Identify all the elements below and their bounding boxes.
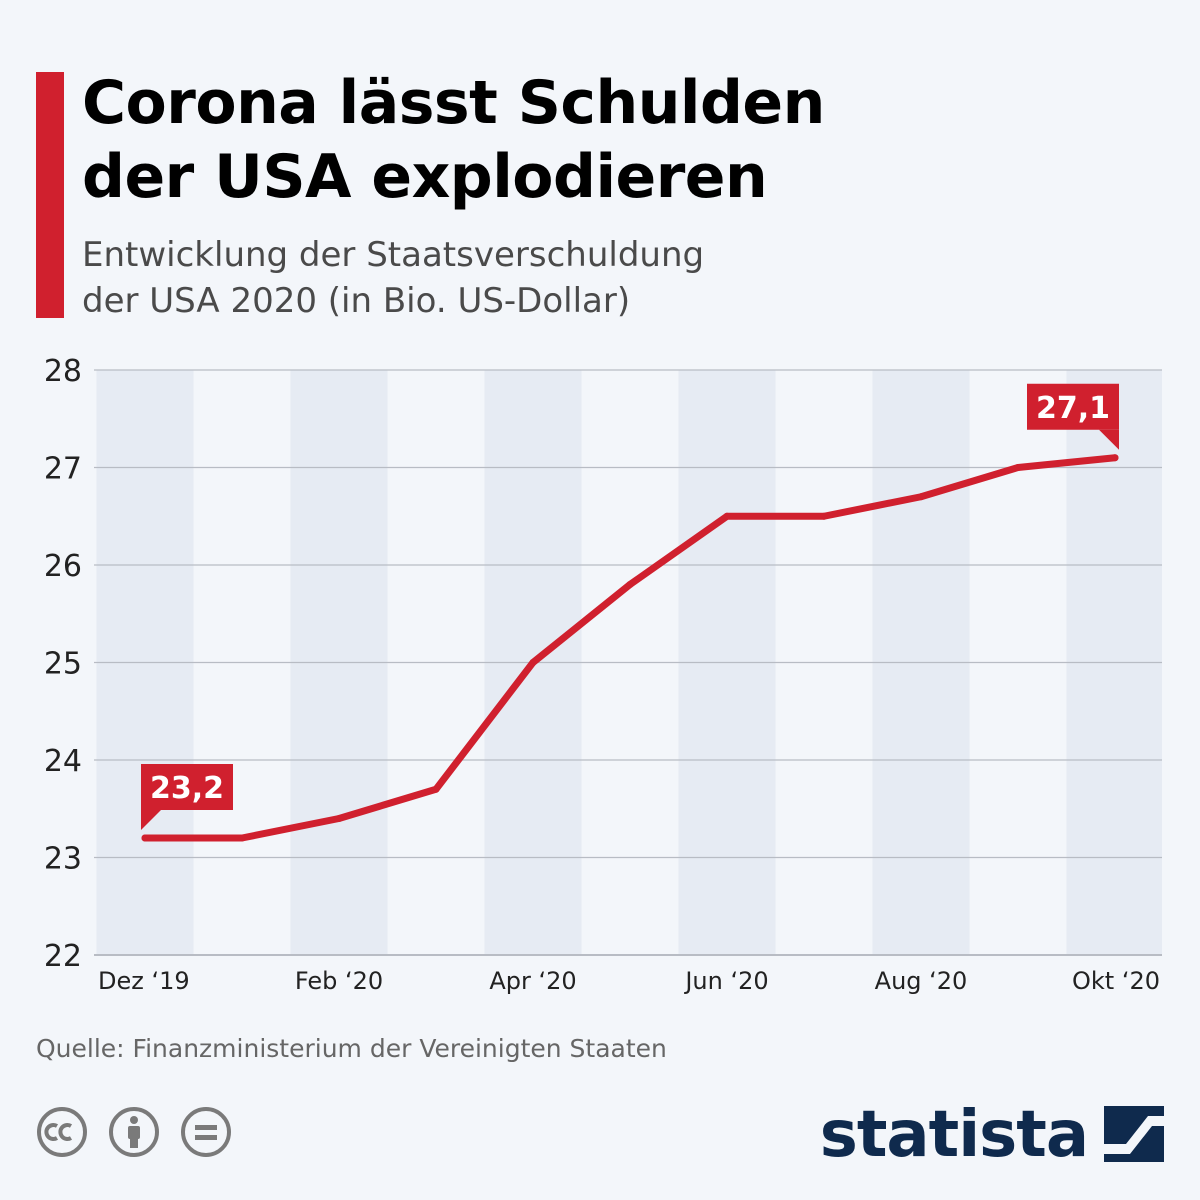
statista-logo-icon bbox=[1104, 1106, 1164, 1162]
subtitle-line-1: Entwicklung der Staatsverschuldung bbox=[82, 235, 705, 275]
y-tick-label: 24 bbox=[44, 744, 82, 779]
source-note: Quelle: Finanzministerium der Vereinigte… bbox=[36, 1034, 667, 1063]
x-tick-label: Aug ‘20 bbox=[875, 967, 968, 995]
callout-pointer bbox=[141, 810, 161, 830]
chart-subtitle: Entwicklung der Staatsverschuldung der U… bbox=[82, 232, 1082, 324]
value-callout: 23,2 bbox=[141, 764, 233, 830]
x-tick-label: Dez ‘19 bbox=[98, 967, 190, 995]
x-tick-label: Feb ‘20 bbox=[295, 967, 383, 995]
x-tick-label: Jun ‘20 bbox=[683, 967, 768, 995]
callout-label: 23,2 bbox=[150, 771, 224, 806]
data-point bbox=[141, 834, 149, 842]
x-tick-label: Okt ‘20 bbox=[1072, 967, 1160, 995]
x-tick-label: Apr ‘20 bbox=[489, 967, 576, 995]
attribution-icon[interactable] bbox=[108, 1106, 160, 1158]
y-tick-label: 25 bbox=[44, 647, 82, 682]
accent-bar bbox=[36, 72, 64, 318]
chart-title: Corona lässt Schulden der USA explodiere… bbox=[82, 66, 1162, 214]
callout-box bbox=[141, 764, 233, 810]
no-derivatives-icon[interactable] bbox=[180, 1106, 232, 1158]
line-chart: 22 23 24 25 26 27 28 Dez ‘19 Feb ‘20 Apr ‘20 Jun ‘… bbox=[44, 354, 1162, 995]
value-callout: 27,1 bbox=[1027, 383, 1119, 450]
subtitle-line-2: der USA 2020 (in Bio. US-Dollar) bbox=[82, 281, 631, 321]
callout-pointer bbox=[1099, 429, 1119, 450]
callout-label: 27,1 bbox=[1036, 391, 1110, 426]
brand-wordmark: statista bbox=[819, 1098, 1089, 1172]
data-point bbox=[820, 512, 828, 520]
data-point bbox=[917, 493, 925, 501]
y-tick-label: 27 bbox=[44, 452, 82, 487]
y-tick-label: 22 bbox=[44, 939, 82, 974]
title-line-2: der USA explodieren bbox=[82, 142, 768, 212]
y-tick-label: 23 bbox=[44, 842, 82, 877]
y-tick-label: 28 bbox=[44, 354, 82, 389]
cc-icon[interactable] bbox=[36, 1106, 88, 1158]
data-point bbox=[1111, 454, 1119, 462]
title-line-1: Corona lässt Schulden bbox=[82, 68, 825, 138]
data-point bbox=[626, 581, 634, 588]
data-point bbox=[335, 815, 343, 822]
data-point bbox=[1014, 464, 1022, 471]
data-point bbox=[529, 659, 537, 666]
callout-box bbox=[1027, 383, 1119, 430]
data-point bbox=[723, 512, 731, 520]
y-tick-label: 26 bbox=[44, 549, 82, 584]
data-point bbox=[238, 834, 246, 842]
data-point bbox=[432, 785, 440, 793]
